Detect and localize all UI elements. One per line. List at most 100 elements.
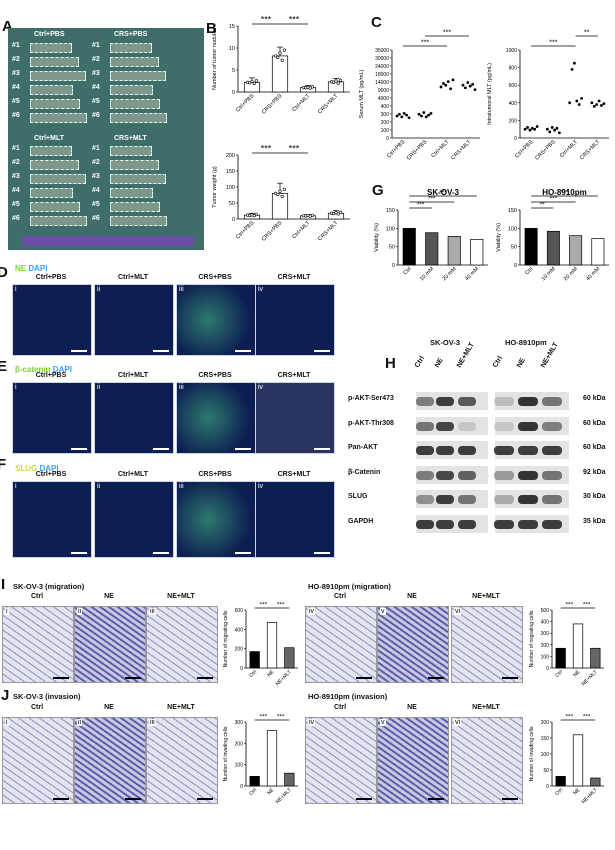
x-tick-label: NE+MLT [275, 787, 293, 805]
if-column-header: CRS+MLT [277, 274, 311, 281]
if-image: ii [94, 481, 174, 558]
group-label: CRS+MLT [114, 135, 147, 142]
kda-label: 30 kDa [583, 493, 606, 500]
y-tick-label: 150 [508, 208, 517, 214]
y-tick-label: 4000 [378, 96, 389, 102]
row-label: #1 [92, 145, 100, 152]
roman-numeral: i [15, 384, 17, 391]
y-axis-label: Number of migrating cells [529, 610, 535, 667]
significance-label: *** [289, 15, 300, 25]
roman-numeral: iii [179, 384, 184, 391]
y-axis-label: Viability (%) [496, 223, 502, 252]
assay-image: iv [305, 717, 377, 804]
bar [284, 647, 295, 669]
y-axis-label: Intratumoral MLT (pg/mL) [487, 63, 493, 125]
y-tick-label: 200 [381, 120, 390, 126]
y-tick-label: 500 [541, 608, 550, 614]
scale-bar [197, 677, 213, 679]
x-tick-label: NE [266, 787, 276, 797]
x-tick-label: 40 mM [464, 266, 480, 282]
y-tick-label: 300 [541, 631, 550, 637]
bar [243, 81, 261, 93]
bar [569, 235, 583, 266]
significance-label: *** [439, 190, 447, 197]
data-point [402, 111, 406, 115]
protein-label: GAPDH [348, 517, 374, 525]
roman-numeral: iv [258, 384, 264, 391]
data-point [545, 127, 549, 131]
band [494, 470, 514, 480]
y-axis-label: Number of invading cells [529, 726, 535, 781]
lane-label: NE [433, 357, 445, 369]
if-column-header: CRS+PBS [198, 274, 232, 281]
row-label: #3 [92, 173, 100, 180]
y-tick-label: 200 [235, 647, 244, 653]
tumor-row [30, 202, 80, 212]
tumor-row [30, 146, 72, 156]
y-tick-label: 5 [232, 68, 235, 74]
if-image: iii [176, 481, 256, 558]
band [494, 519, 514, 529]
wb-cell-left: SK-OV-3 [430, 338, 461, 347]
bar [555, 776, 566, 787]
x-tick-label: Ctrl+MLT [559, 139, 580, 160]
if-column-header: Ctrl+MLT [117, 471, 148, 478]
y-tick-label: 150 [541, 736, 550, 742]
y-tick-label: 150 [386, 208, 395, 214]
section-title: HO-8910pm (invasion) [308, 692, 388, 701]
band [436, 495, 454, 504]
chart-serum-mlt: 0 100 200 300 400 4000 9000 14000 18000 24000 3000… [359, 30, 480, 162]
if-column-header: Ctrl+MLT [117, 274, 148, 281]
significance-label: *** [549, 40, 557, 47]
y-tick-label: 800 [509, 66, 518, 72]
y-tick-label: 150 [226, 169, 235, 175]
bar [572, 623, 584, 669]
band [436, 519, 454, 529]
row-label: #1 [12, 42, 20, 49]
x-tick-label: Ctrl [248, 787, 258, 797]
ruler [22, 236, 194, 246]
data-point [310, 85, 314, 89]
roman-numeral: ii [77, 719, 83, 726]
y-tick-label: 0 [240, 784, 243, 790]
assay-column-header: NE+MLT [167, 593, 195, 600]
if-image: iii [176, 284, 256, 356]
chart-title: SK-OV-3 [427, 188, 460, 197]
bar [327, 81, 345, 93]
data-point [334, 79, 338, 83]
panel-label-j: J [1, 687, 10, 704]
roman-numeral: iv [308, 719, 316, 726]
significance-label: *** [261, 144, 272, 154]
assay-image: iii [146, 606, 218, 683]
x-tick-label: 10 mM [419, 266, 435, 282]
x-tick-label: CRS+PBS [406, 139, 429, 162]
scale-bar [153, 448, 169, 450]
y-axis-label: Viability (%) [374, 223, 380, 252]
band [494, 495, 514, 504]
band [458, 421, 476, 431]
significance-label: *** [566, 714, 574, 721]
assay-column-header: NE [104, 704, 114, 711]
if-image: i [12, 382, 92, 454]
data-point [570, 67, 574, 71]
x-tick-label: 20 mM [442, 266, 458, 282]
group-label: Ctrl+MLT [34, 135, 65, 142]
significance-label: *** [277, 602, 285, 609]
data-point [471, 82, 474, 86]
chart-invasion-skov3: 0 100 200 300 Number of invading cells Ctrl NE… [223, 714, 298, 805]
y-tick-label: 100 [541, 752, 550, 758]
band [436, 470, 454, 480]
assay-column-header: Ctrl [30, 593, 44, 600]
band [436, 446, 454, 455]
data-point [464, 86, 467, 90]
assay-column-header: Ctrl [30, 704, 44, 711]
bar [555, 647, 566, 669]
bar [591, 238, 605, 266]
bar [271, 193, 289, 220]
band [416, 397, 434, 406]
tumor-row [110, 43, 152, 53]
scale-bar [502, 677, 518, 679]
data-point [595, 103, 599, 106]
data-point [555, 126, 559, 130]
